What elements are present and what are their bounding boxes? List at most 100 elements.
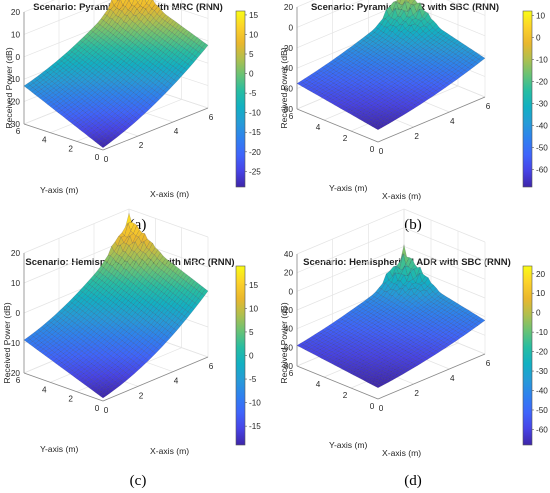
panel-c: Scenario: Hemispherical ADR with MRC (RN… (2, 208, 261, 489)
colorbar-tick-label: -40 (536, 387, 548, 396)
colorbar-tick-label: 15 (249, 281, 259, 290)
y-tick-label: 6 (289, 369, 294, 378)
y-axis-label: Y-axis (m) (329, 183, 367, 193)
z-tick-label: -10 (8, 339, 20, 348)
x-tick-label: 2 (414, 389, 419, 398)
colorbar-tick-label: -30 (536, 367, 548, 376)
z-tick-label: -40 (281, 325, 293, 334)
z-tick-label: -40 (281, 64, 293, 73)
colorbar-tick-label: -25 (249, 167, 261, 176)
panel-b: Scenario: Pyramidal ADR with SBC (RNN) 0… (279, 0, 548, 233)
caption: (d) (404, 473, 422, 489)
z-tick-label: 20 (11, 249, 21, 258)
z-tick-label: -20 (281, 44, 293, 53)
colorbar-tick-label: -50 (536, 143, 548, 152)
x-tick-label: 6 (209, 362, 214, 371)
z-tick-label: -80 (281, 105, 293, 114)
z-tick-label: -60 (281, 343, 293, 352)
x-tick-label: 2 (139, 391, 144, 400)
surface-cell (375, 126, 382, 130)
colorbar: 15 10 5 0 -5 -10 -15 -20 -25 (235, 10, 261, 188)
z-tick-label: 20 (284, 3, 294, 12)
colorbar-tick-label: -20 (536, 77, 548, 86)
z-tick-label: -10 (8, 75, 20, 84)
y-tick-label: 0 (95, 153, 100, 162)
colorbar-tick-label: -60 (536, 165, 548, 174)
z-tick-label: 0 (288, 23, 293, 32)
colorbar-tick-label: 5 (249, 50, 254, 59)
colorbar-tick-label: -15 (249, 128, 261, 137)
colorbar: 20 10 0 -10 -20 -30 -40 -50 -60 (522, 265, 548, 446)
colorbar-tick-label: -5 (249, 375, 257, 384)
y-tick-label: 0 (370, 145, 375, 154)
surface (296, 0, 486, 130)
x-tick-label: 2 (139, 141, 144, 150)
z-tick-label: 0 (15, 309, 20, 318)
z-tick-label: -20 (281, 306, 293, 315)
x-tick-label: 0 (104, 155, 109, 164)
colorbar-tick-label: 15 (249, 11, 259, 20)
colorbar: 15 10 5 0 -5 -10 -15 (235, 265, 261, 446)
surface-cell (100, 143, 107, 148)
x-tick-label: 4 (450, 374, 455, 383)
x-tick-label: 4 (450, 117, 455, 126)
z-tick-label: 40 (284, 250, 294, 259)
z-tick-label: 20 (284, 269, 294, 278)
z-tick-label: 0 (15, 53, 20, 62)
y-tick-label: 2 (68, 395, 73, 404)
z-tick-label: -20 (8, 98, 20, 107)
colorbar-tick-label: 10 (536, 289, 546, 298)
y-tick-label: 4 (42, 136, 47, 145)
y-axis-label: Y-axis (m) (40, 444, 78, 454)
colorbar-tick-label: -15 (249, 422, 261, 431)
colorbar-tick-label: -60 (536, 425, 548, 434)
z-tick-label: 10 (11, 30, 21, 39)
colorbar-tick-label: -10 (536, 55, 548, 64)
z-tick-label: -80 (281, 362, 293, 371)
x-tick-label: 6 (486, 359, 491, 368)
x-axis-label: X-axis (m) (382, 448, 421, 458)
colorbar-tick-label: -10 (249, 399, 261, 408)
y-tick-label: 2 (68, 144, 73, 153)
colorbar-tick-label: 0 (249, 70, 254, 79)
z-tick-label: -20 (8, 369, 20, 378)
x-tick-label: 0 (379, 404, 384, 413)
y-tick-label: 6 (289, 112, 294, 121)
colorbar: 10 0 -10 -20 -30 -40 -50 -60 (522, 10, 548, 188)
colorbar-tick-label: 10 (536, 11, 546, 20)
colorbar-tick-label: 0 (249, 352, 254, 361)
x-tick-label: 0 (379, 147, 384, 156)
y-tick-label: 4 (42, 385, 47, 394)
x-tick-label: 4 (174, 127, 179, 136)
surface (23, 0, 209, 148)
x-tick-label: 6 (209, 113, 214, 122)
surface-cell (144, 0, 149, 4)
x-axis-label: X-axis (m) (382, 191, 421, 201)
surface (23, 212, 209, 399)
z-axis-label: Received Power (dB) (279, 47, 289, 128)
colorbar-tick-label: -20 (249, 148, 261, 157)
x-tick-label: 2 (414, 132, 419, 141)
x-axis-label: X-axis (m) (150, 189, 189, 199)
z-tick-label: -30 (8, 120, 20, 129)
colorbar-tick-label: -40 (536, 121, 548, 130)
surface-cell (100, 393, 107, 399)
colorbar-tick-label: 0 (536, 309, 541, 318)
colorbar-tick-label: -30 (536, 99, 548, 108)
y-tick-label: 4 (316, 380, 321, 389)
colorbar-tick-label: 10 (249, 30, 259, 39)
z-axis-label: Received Power (dB) (2, 302, 12, 383)
y-tick-label: 0 (95, 404, 100, 413)
colorbar-tick-label: 10 (249, 304, 259, 313)
y-axis-label: Y-axis (m) (40, 185, 78, 195)
x-axis-label: X-axis (m) (150, 446, 189, 456)
colorbar-tick-label: -50 (536, 406, 548, 415)
y-tick-label: 2 (343, 134, 348, 143)
